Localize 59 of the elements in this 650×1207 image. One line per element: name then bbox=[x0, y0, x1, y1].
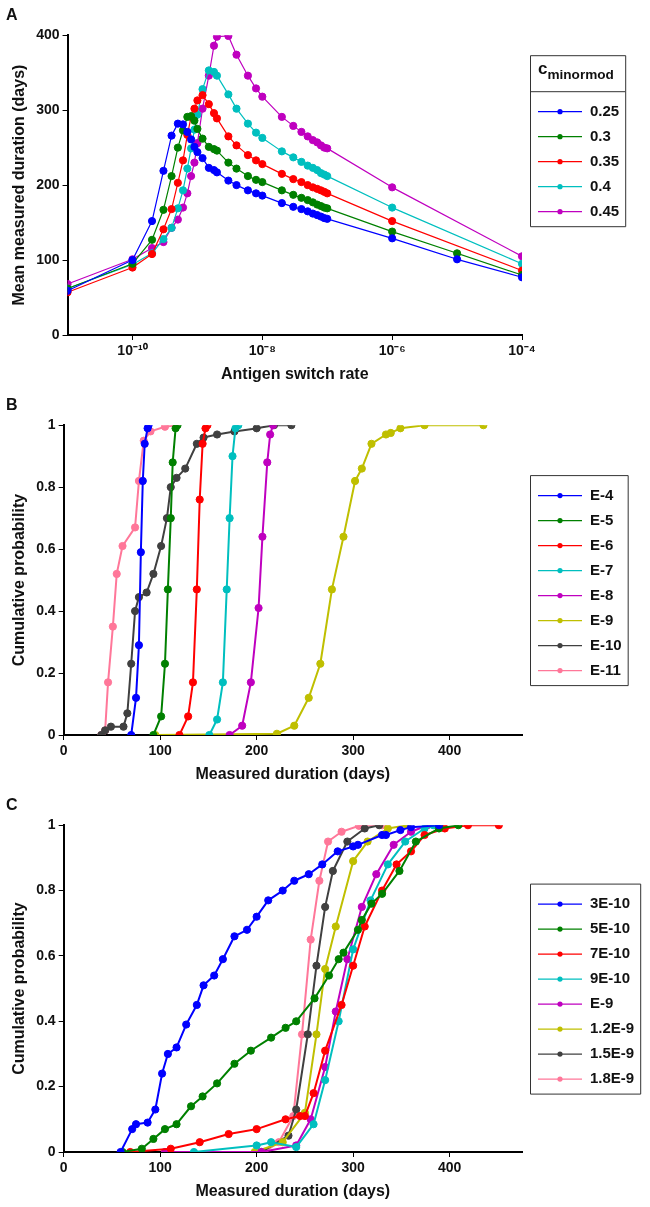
y-axis-title: Cumulative probability bbox=[10, 493, 28, 667]
y-tick-label: 100 bbox=[36, 250, 60, 267]
y-tick-label: 0.8 bbox=[36, 881, 56, 898]
legend-label: E-6 bbox=[590, 535, 614, 553]
y-tick-label: 0.2 bbox=[36, 663, 56, 680]
legend-label: E-9 bbox=[590, 610, 614, 628]
y-tick-label: 0 bbox=[51, 325, 60, 342]
x-tick-label: 10⁻⁶ bbox=[378, 342, 406, 359]
x-tick-label: 10⁻¹⁰ bbox=[117, 342, 148, 359]
x-tick-label: 100 bbox=[148, 742, 173, 759]
x-tick-label: 300 bbox=[341, 1159, 366, 1176]
y-tick-label: 0.2 bbox=[36, 1077, 56, 1094]
legend-label: 9E-10 bbox=[590, 969, 631, 987]
legend-label: 0.35 bbox=[590, 151, 620, 169]
x-axis-title: Measured duration (days) bbox=[195, 1181, 391, 1199]
x-axis-title: Antigen switch rate bbox=[220, 364, 369, 382]
y-tick-label: 1 bbox=[47, 816, 56, 833]
legend-label: 7E-10 bbox=[590, 944, 631, 962]
legend-label: 1.2E-9 bbox=[590, 1019, 635, 1037]
x-tick-label: 300 bbox=[341, 742, 366, 759]
legend-label: 0.4 bbox=[590, 176, 612, 194]
legend-label: E-9 bbox=[590, 994, 614, 1012]
legend-label: 0.45 bbox=[590, 201, 620, 219]
y-tick-label: 400 bbox=[36, 26, 60, 43]
y-tick-label: 0.4 bbox=[36, 1012, 56, 1029]
y-tick-label: 0 bbox=[47, 1142, 56, 1159]
legend-label: 3E-10 bbox=[590, 894, 631, 912]
legend-label: E-10 bbox=[590, 635, 622, 653]
x-tick-label: 200 bbox=[244, 742, 269, 759]
legend-label: 5E-10 bbox=[590, 919, 631, 937]
x-tick-label: 400 bbox=[437, 1159, 462, 1176]
y-tick-label: 0 bbox=[47, 725, 56, 742]
legend-label: 1.5E-9 bbox=[590, 1044, 635, 1062]
y-tick-label: 1 bbox=[47, 416, 56, 433]
chart-title: A bbox=[6, 6, 18, 24]
chart-title: C bbox=[6, 796, 18, 814]
legend-label: E-8 bbox=[590, 585, 614, 603]
legend-label: 0.25 bbox=[590, 101, 620, 119]
legend-label: E-5 bbox=[590, 510, 614, 528]
legend-label: E-4 bbox=[590, 485, 614, 503]
y-tick-label: 200 bbox=[36, 175, 60, 192]
y-tick-label: 0.6 bbox=[36, 539, 56, 556]
legend-label: 0.3 bbox=[590, 126, 611, 144]
y-tick-label: 300 bbox=[36, 101, 60, 118]
x-tick-label: 100 bbox=[148, 1159, 173, 1176]
x-tick-label: 10⁻⁴ bbox=[508, 342, 536, 359]
y-axis-title: Mean measured duration (days) bbox=[10, 64, 28, 306]
x-tick-label: 400 bbox=[437, 742, 462, 759]
x-axis-title: Measured duration (days) bbox=[195, 764, 391, 782]
x-tick-label: 10⁻⁸ bbox=[248, 342, 276, 359]
x-tick-label: 200 bbox=[244, 1159, 269, 1176]
legend-label: E-11 bbox=[590, 660, 621, 678]
y-tick-label: 0.8 bbox=[36, 478, 56, 495]
chart-title: B bbox=[6, 396, 18, 414]
y-tick-label: 0.4 bbox=[36, 601, 56, 618]
y-axis-title: Cumulative probability bbox=[10, 902, 28, 1075]
legend-label: E-7 bbox=[590, 560, 614, 578]
legend-label: 1.8E-9 bbox=[590, 1069, 635, 1087]
y-tick-label: 0.6 bbox=[36, 946, 56, 963]
